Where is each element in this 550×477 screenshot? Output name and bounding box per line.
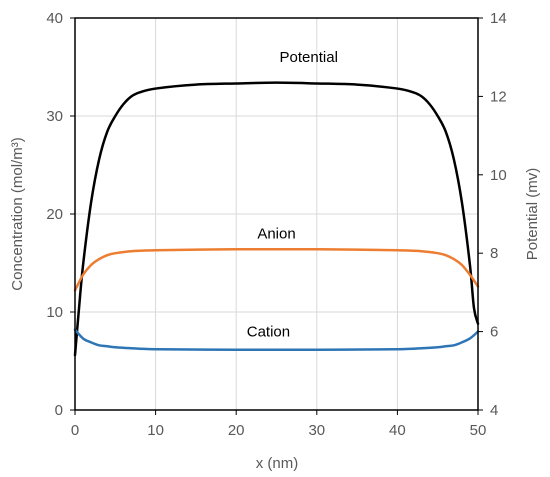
grid [75,18,478,410]
series-line-potential [73,81,480,357]
x-tick-label: 20 [228,422,245,439]
left-y-tick-label: 40 [46,10,63,27]
right-y-tick-label: 4 [490,402,498,419]
x-tick-label: 50 [470,422,487,439]
x-tick-label: 0 [71,422,79,439]
annotation-potential: Potential [280,49,338,66]
right-y-tick-labels: 4 6 8 10 12 14 [490,10,507,419]
x-tick-label: 10 [147,422,164,439]
right-y-tick-label: 10 [490,167,507,184]
right-y-tick-label: 8 [490,245,498,262]
left-y-tick-labels: 0 10 20 30 40 [46,10,63,419]
annotation-anion: Anion [257,226,295,243]
right-y-axis-title: Potential (mv) [524,168,541,261]
right-y-tick-label: 6 [490,324,498,341]
series-line-anion [73,247,480,292]
left-y-tick-label: 0 [55,402,63,419]
plot-frame [70,17,483,415]
left-y-axis-title: Concentration (mol/m³) [9,137,26,290]
left-y-tick-label: 30 [46,108,63,125]
left-y-tick-label: 10 [46,304,63,321]
series-annotations: Potential Anion Cation [247,49,338,340]
x-tick-labels: 0 10 20 30 40 50 [71,422,487,439]
x-tick-label: 40 [389,422,406,439]
x-tick-label: 30 [308,422,325,439]
right-y-tick-label: 14 [490,10,507,27]
x-axis-title: x (nm) [256,455,299,472]
right-y-tick-label: 12 [490,88,507,105]
series-line-cation [73,328,480,352]
series-group [73,81,480,357]
left-y-tick-label: 20 [46,206,63,223]
annotation-cation: Cation [247,324,290,341]
